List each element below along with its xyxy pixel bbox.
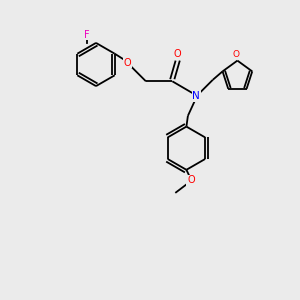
Text: O: O [187,175,195,185]
Text: O: O [124,58,131,68]
Text: F: F [84,29,89,40]
Text: O: O [232,50,239,58]
Text: N: N [192,91,200,101]
Text: O: O [174,49,182,59]
